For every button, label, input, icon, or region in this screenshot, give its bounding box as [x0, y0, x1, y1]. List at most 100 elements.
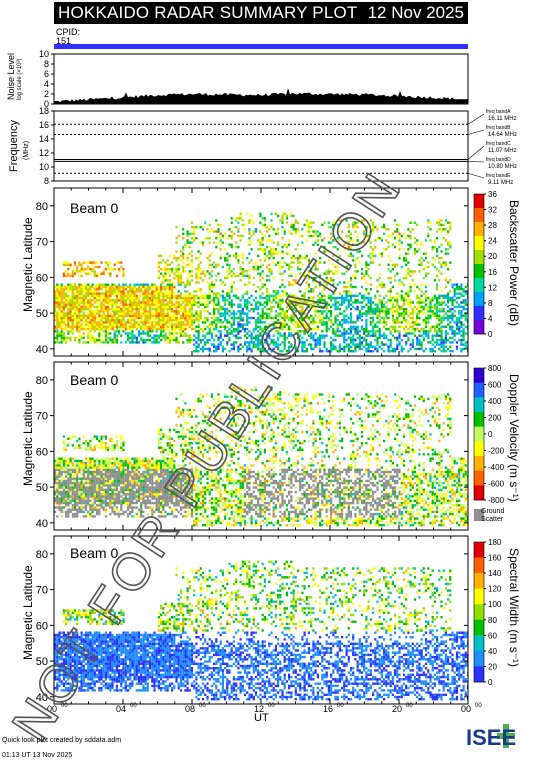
freq-tick-label: 16	[39, 120, 49, 130]
colorbar-segment	[474, 264, 484, 278]
colorbar-segment	[474, 635, 484, 651]
freq-band-pointer	[468, 161, 484, 162]
noise-tick-label: 6	[44, 69, 49, 79]
colorbar-tick-label: 200	[488, 414, 502, 423]
panel3-ylabel: Magnetic Latitude	[21, 565, 35, 660]
cpid-bar	[54, 44, 468, 49]
colorbar-tick-label: 20	[488, 252, 497, 261]
colorbar-segment	[474, 412, 484, 427]
freq-tick-label: 18	[39, 106, 49, 116]
isee-logo: ISEE	[466, 722, 526, 750]
footer-timestamp: 01:13 UT 13 Nov 2025	[2, 752, 72, 759]
freq-tick-label: 12	[39, 148, 49, 158]
freq-ticks: 18 16 14 12 10 8	[39, 106, 54, 186]
noise-ticks: 1086420	[39, 49, 54, 109]
colorbar-tick-label: 36	[488, 190, 497, 199]
xaxis-tick-sup: 00	[406, 703, 413, 709]
lat-tick-label: 40	[36, 344, 48, 356]
xaxis-tick-label: 00	[461, 704, 471, 714]
xaxis-tick-sup: 00	[475, 703, 482, 709]
colorbar-tick-label: -400	[488, 463, 505, 472]
colorbar-segment	[474, 383, 484, 398]
colorbar-tick-label: 60	[488, 631, 497, 640]
colorbar-segment	[474, 456, 484, 471]
colorbar-tick-label: 12	[488, 283, 497, 292]
freq-band-value: 16.11 MHz	[488, 116, 517, 122]
lat-tick-label: 80	[36, 375, 48, 387]
ground-scatter-label: Ground	[481, 508, 504, 515]
colorbar-tick-label: 4	[488, 314, 493, 323]
xaxis-tick-label: 08	[185, 704, 195, 714]
freq-band-name: freq bandD	[486, 157, 511, 163]
xaxis-tick-label: 04	[116, 704, 126, 714]
noise-level-area	[54, 88, 468, 104]
colorbar-tick-label: 400	[488, 397, 502, 406]
frequency-band-legend: freq bandA16.11 MHz freq bandB14.64 MHz fr…	[468, 109, 517, 186]
colorbar-segment	[474, 278, 484, 292]
colorbar-segment	[474, 651, 484, 667]
colorbar-tick-label: 16	[488, 268, 497, 277]
colorbar-segment	[474, 441, 484, 456]
colorbar-tick-label: 160	[488, 554, 502, 563]
colorbar-tick-label: 600	[488, 381, 502, 390]
colorbar-tick-label: 8	[488, 299, 493, 308]
freq-tick-label: 10	[39, 162, 49, 172]
freq-band-name: freq bandB	[486, 125, 511, 131]
noise-tick-label: 4	[44, 79, 49, 89]
lat-tick-label: 60	[36, 620, 48, 632]
colorbar-tick-label: 140	[488, 569, 502, 578]
noise-tick-label: 2	[44, 89, 49, 99]
noise-ylabel-sub: log scale (×10³)	[17, 58, 23, 100]
colorbar-segment	[474, 292, 484, 306]
colorbar-tick-label: 0	[488, 330, 493, 339]
velocity-colorbar-label: Doppler Velocity (m s⁻¹)	[507, 374, 521, 502]
colorbar-segment	[474, 589, 484, 605]
xaxis-label: UT	[254, 712, 269, 724]
panel3-beam-label: Beam 0	[70, 545, 118, 561]
lat-tick-label: 70	[36, 585, 48, 597]
freq-ylabel: Frequency	[8, 120, 20, 172]
freq-band-pointer	[468, 173, 484, 178]
freq-ylabel-unit: (MHz)	[23, 141, 30, 160]
colorbar-tick-label: 80	[488, 616, 497, 625]
noise-tick-label: 8	[44, 59, 49, 69]
xaxis-tick-sup: 00	[337, 703, 344, 709]
lat-tick-label: 70	[36, 411, 48, 423]
colorbar-segment	[474, 666, 484, 682]
lat-tick-label: 60	[36, 446, 48, 458]
panel1-beam-label: Beam 0	[70, 200, 118, 216]
colorbar-segment	[474, 368, 484, 383]
colorbar-tick-label: 40	[488, 647, 497, 656]
freq-band-pointer	[468, 130, 484, 135]
colorbar-tick-label: 180	[488, 538, 502, 547]
power-colorbar-label: Backscatter Power (dB)	[507, 200, 521, 326]
colorbar-segment	[474, 208, 484, 222]
colorbar-segment	[474, 542, 484, 558]
colorbar-segment	[474, 485, 484, 500]
freq-band-name: freq bandE	[486, 173, 511, 179]
colorbar-tick-label: 0	[488, 678, 493, 687]
lat-tick-label: 80	[36, 201, 48, 213]
colorbar-segment	[474, 471, 484, 486]
colorbar-segment	[474, 194, 484, 208]
colorbar-segment	[474, 604, 484, 620]
freq-tick-label: 8	[44, 176, 49, 186]
xaxis-tick-sup: 00	[268, 703, 275, 709]
colorbar-tick-label: -600	[488, 480, 505, 489]
freq-band-pointer	[468, 146, 484, 160]
colorbar-tick-label: 120	[488, 585, 502, 594]
freq-band-name: freq bandA	[486, 109, 511, 115]
noise-ylabel: Noise Level	[6, 53, 16, 100]
colorbar-segment	[474, 397, 484, 412]
freq-band-value: 14.64 MHz	[488, 132, 517, 138]
freq-band-value: 10.80 MHz	[488, 164, 517, 170]
lat-tick-label: 60	[36, 272, 48, 284]
panel2-ylabel: Magnetic Latitude	[21, 391, 35, 486]
colorbar-tick-label: 20	[488, 662, 497, 671]
colorbar-segment	[474, 573, 484, 589]
xaxis-tick-label: 16	[323, 704, 333, 714]
panel1-ylabel: Magnetic Latitude	[21, 217, 35, 312]
freq-tick-label: 14	[39, 134, 49, 144]
panel2-beam-label: Beam 0	[70, 372, 118, 388]
colorbar-segment	[474, 427, 484, 442]
